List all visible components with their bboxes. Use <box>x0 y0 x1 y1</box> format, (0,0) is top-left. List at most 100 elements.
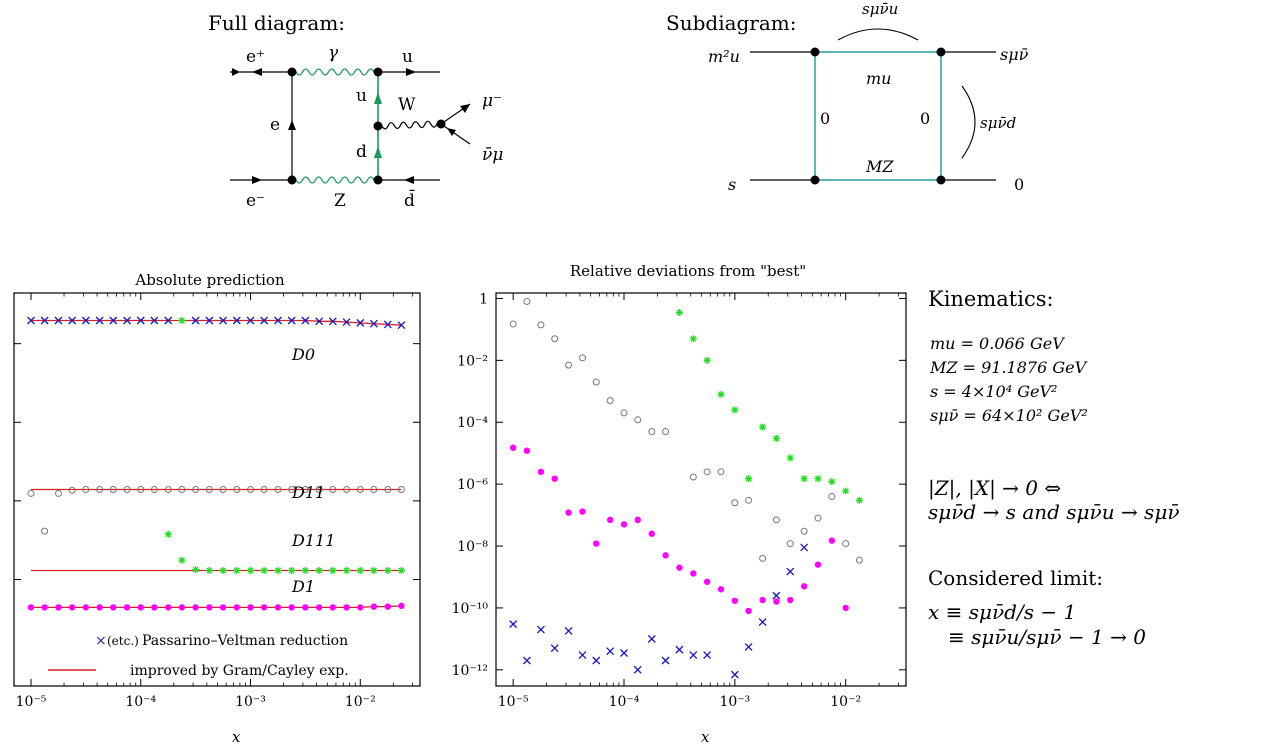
data-point <box>123 486 131 493</box>
data-point <box>82 604 90 611</box>
data-point <box>828 492 836 500</box>
data-point <box>288 486 296 493</box>
data-point <box>205 316 214 325</box>
data-point <box>288 604 295 611</box>
x-tick-label: 10⁻² <box>345 694 376 710</box>
data-point <box>772 434 780 442</box>
chart-title: Absolute prediction <box>134 271 285 289</box>
label-right-mass: 0 <box>920 109 930 128</box>
x-tick-label: 10⁻⁵ <box>16 694 47 710</box>
data-point <box>54 489 62 497</box>
data-point <box>689 335 697 343</box>
label-dbar: d̄ <box>404 188 415 211</box>
data-point <box>579 508 586 515</box>
y-tick-label: 10⁻⁴ <box>457 415 488 431</box>
data-point <box>537 321 545 329</box>
x-tick-label: 10⁻⁴ <box>609 694 640 710</box>
data-point <box>620 409 628 417</box>
legend-marker: × <box>95 633 107 649</box>
data-point <box>68 486 76 494</box>
vertex <box>810 175 820 185</box>
data-point <box>717 390 725 398</box>
photon-line <box>295 68 375 76</box>
x-tick-label: 10⁻⁵ <box>498 694 529 710</box>
data-point <box>703 651 712 660</box>
e-plus-arrow-icon <box>252 68 262 76</box>
data-point <box>328 317 337 326</box>
data-point <box>800 527 808 535</box>
data-point <box>27 604 35 611</box>
vertex <box>436 119 446 129</box>
data-point <box>773 598 780 605</box>
limit-line: ≡ sμν̄u/sμν̄ − 1 → 0 <box>948 625 1146 649</box>
data-point <box>54 316 63 325</box>
data-point <box>551 475 558 482</box>
vertex <box>373 67 383 77</box>
kinematics-line: mu = 0.066 GeV <box>930 334 1064 353</box>
e-minus-arrow-icon <box>252 176 262 184</box>
data-point <box>759 596 766 604</box>
data-point <box>398 602 405 610</box>
data-point <box>759 423 767 431</box>
data-point <box>648 428 656 436</box>
data-point <box>55 604 62 611</box>
data-point <box>745 475 753 483</box>
data-point <box>384 603 391 610</box>
mu-arrow-icon <box>460 104 470 113</box>
data-point <box>164 530 172 538</box>
improved-series-line <box>31 319 402 326</box>
data-point <box>369 319 378 328</box>
data-point <box>578 354 586 362</box>
x-tick-label: 10⁻³ <box>235 694 266 710</box>
data-point <box>384 566 392 574</box>
y-tick-label: 10⁻¹² <box>452 663 488 679</box>
data-point <box>703 356 711 364</box>
legend: × (etc.) Passarino–Veltman reduction imp… <box>48 633 349 679</box>
data-point <box>123 604 131 611</box>
data-point <box>565 361 573 369</box>
data-point <box>109 486 117 493</box>
y-tick-label: 10⁻⁸ <box>457 539 488 555</box>
dbar-arrow-icon <box>404 176 414 184</box>
data-point <box>95 316 104 325</box>
data-point <box>855 496 863 504</box>
data-point <box>68 604 76 611</box>
data-point <box>814 561 822 568</box>
data-point <box>786 567 795 576</box>
u-prop-arrow-icon <box>374 92 382 104</box>
label-top-mass: mu <box>866 69 891 88</box>
data-point <box>178 317 186 325</box>
data-point <box>274 316 282 325</box>
data-point <box>662 552 669 559</box>
legend-label: improved by Gram/Cayley exp. <box>130 663 349 679</box>
x-tick-label: 10⁻² <box>830 694 861 710</box>
data-point <box>137 604 144 611</box>
vertex <box>936 175 946 185</box>
data-point <box>758 618 767 626</box>
data-point <box>205 486 213 493</box>
data-point <box>536 625 545 634</box>
data-point <box>260 604 268 611</box>
data-point <box>842 540 850 548</box>
data-point <box>219 604 227 611</box>
data-point <box>357 604 364 611</box>
data-point <box>800 583 808 590</box>
data-point <box>274 604 282 611</box>
data-point <box>689 651 698 660</box>
data-point <box>206 604 213 611</box>
label-left-mass: 0 <box>820 109 830 128</box>
data-point <box>246 316 255 325</box>
data-point <box>219 486 227 493</box>
series-label: D1 <box>291 577 315 596</box>
relation: |Z|, |X| → 0 ⇔ sμν̄d → s and sμν̄u → sμν… <box>928 476 1179 524</box>
data-point <box>759 554 767 562</box>
data-point <box>551 335 559 343</box>
data-point <box>828 478 836 486</box>
plot-frame <box>13 292 421 687</box>
data-point <box>81 316 90 325</box>
data-point <box>703 468 711 476</box>
top-arc <box>837 28 919 41</box>
data-point <box>137 486 145 493</box>
data-point <box>232 316 241 325</box>
